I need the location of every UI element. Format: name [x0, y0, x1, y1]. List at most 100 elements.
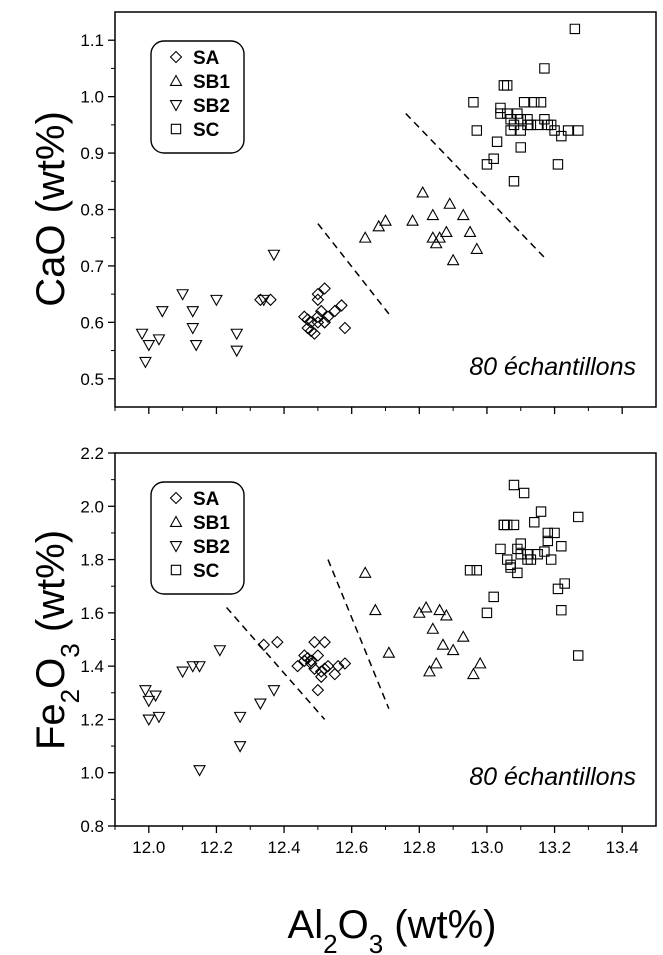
x-tick-label: 12.4 [268, 838, 301, 857]
point-sa [257, 638, 271, 652]
point-sc [502, 108, 513, 119]
point-sa [254, 293, 267, 307]
point-sc [522, 549, 533, 560]
point-sa [318, 282, 331, 295]
point-sc [573, 125, 584, 136]
legend-label-sb2: SB2 [193, 537, 230, 558]
point-sc [505, 125, 516, 136]
point-sc [545, 119, 557, 131]
point-sc [502, 80, 513, 91]
y-tick-label: 1.1 [80, 31, 104, 50]
point-sc [481, 159, 493, 170]
point-sa [264, 293, 277, 307]
tick-labels: 12.0 12.2 12.4 12.6 12.8 13.0 13.2 13.4 0.8 1.0 1.… [80, 444, 638, 857]
y-tick-label: 0.9 [80, 144, 104, 163]
point-sb1 [426, 208, 440, 221]
y-tick-label: 1.4 [80, 657, 104, 676]
point-sa [318, 662, 331, 676]
point-sb1 [443, 197, 457, 209]
point-sc [552, 583, 564, 595]
point-sb2 [176, 289, 190, 301]
point-sb1 [379, 214, 392, 226]
point-sc [481, 607, 493, 619]
point-sc [508, 119, 520, 131]
point-sb1 [426, 622, 440, 634]
point-sa [331, 659, 345, 673]
legend-label-sa: SA [193, 48, 220, 69]
point-sc [488, 153, 499, 164]
y-axis-label: CaO (wt%) [29, 111, 73, 307]
y-tick-label: 0.8 [80, 201, 104, 220]
point-sc [518, 97, 530, 108]
x-tick-label: 12.8 [403, 838, 436, 857]
y-tick-label: 1.6 [80, 604, 104, 623]
point-sb2 [193, 661, 206, 673]
point-sc [562, 125, 574, 136]
point-sb1 [372, 219, 386, 232]
point-sc [542, 119, 554, 131]
legend-marker-sa [169, 491, 183, 505]
point-sc [569, 23, 581, 35]
point-sc [532, 119, 543, 131]
point-sa [304, 657, 318, 670]
fe2o3-panel: 12.0 12.2 12.4 12.6 12.8 13.0 13.2 13.4 0.8 1.0 1.… [29, 444, 657, 857]
point-sb1 [419, 600, 433, 613]
point-sc [508, 176, 520, 187]
y-tick-label: 1.0 [80, 764, 104, 783]
point-sc [471, 125, 483, 136]
point-sc [491, 136, 503, 148]
legend-label-sb2: SB2 [193, 96, 230, 117]
point-sa [291, 659, 304, 673]
y-tick-label: 1.0 [80, 88, 104, 107]
x-tick-label: 12.2 [200, 838, 233, 857]
point-sa [308, 662, 321, 676]
point-sc [495, 108, 506, 119]
point-sb2 [152, 711, 166, 724]
point-sa [321, 310, 335, 323]
y-tick-label: 0.6 [80, 313, 104, 332]
point-sc [556, 541, 567, 552]
point-sb1 [439, 608, 453, 621]
point-sc [495, 102, 506, 114]
point-sc [529, 517, 540, 528]
legend-marker-sb1 [169, 74, 183, 86]
point-sb2 [267, 249, 281, 262]
y-tick-label: 1.8 [80, 551, 104, 570]
point-sb2 [142, 695, 156, 708]
legend-marker-sc [170, 123, 182, 135]
point-sc [529, 97, 540, 108]
point-sa [298, 649, 311, 662]
group-boundaries [317, 113, 545, 315]
tick-labels: 0.5 0.6 0.7 0.8 0.9 1.0 1.1 [80, 31, 104, 389]
point-sb2 [230, 345, 244, 358]
point-sa [311, 293, 325, 307]
data-points [135, 23, 584, 369]
point-sa [304, 324, 318, 338]
legend-marker-sc [170, 564, 182, 576]
point-sa [328, 304, 342, 318]
point-sc [556, 604, 567, 616]
x-axis-label: Al2O3 (wt%) [288, 903, 497, 955]
point-sb1 [446, 253, 460, 266]
point-sb2 [138, 356, 152, 369]
point-sb2 [253, 698, 267, 711]
point-sb2 [142, 714, 156, 727]
point-sc [508, 519, 520, 531]
point-sb1 [466, 667, 480, 680]
legend-label-sc: SC [193, 561, 220, 582]
point-sb2 [176, 666, 190, 679]
point-sb2 [186, 323, 200, 335]
point-sa [308, 635, 321, 649]
point-sa [338, 657, 352, 670]
point-sa [314, 304, 328, 318]
data-points [138, 479, 584, 777]
group-boundary-line [327, 559, 390, 710]
point-sb1 [433, 231, 447, 243]
y-tick-label: 0.8 [80, 817, 104, 836]
legend-label-sc: SC [193, 120, 220, 141]
legend-box [150, 40, 245, 154]
legend-marker-sb2 [169, 100, 183, 112]
point-sc [512, 108, 523, 119]
point-sb2 [193, 765, 206, 777]
y-tick-label: 2.0 [80, 497, 104, 516]
